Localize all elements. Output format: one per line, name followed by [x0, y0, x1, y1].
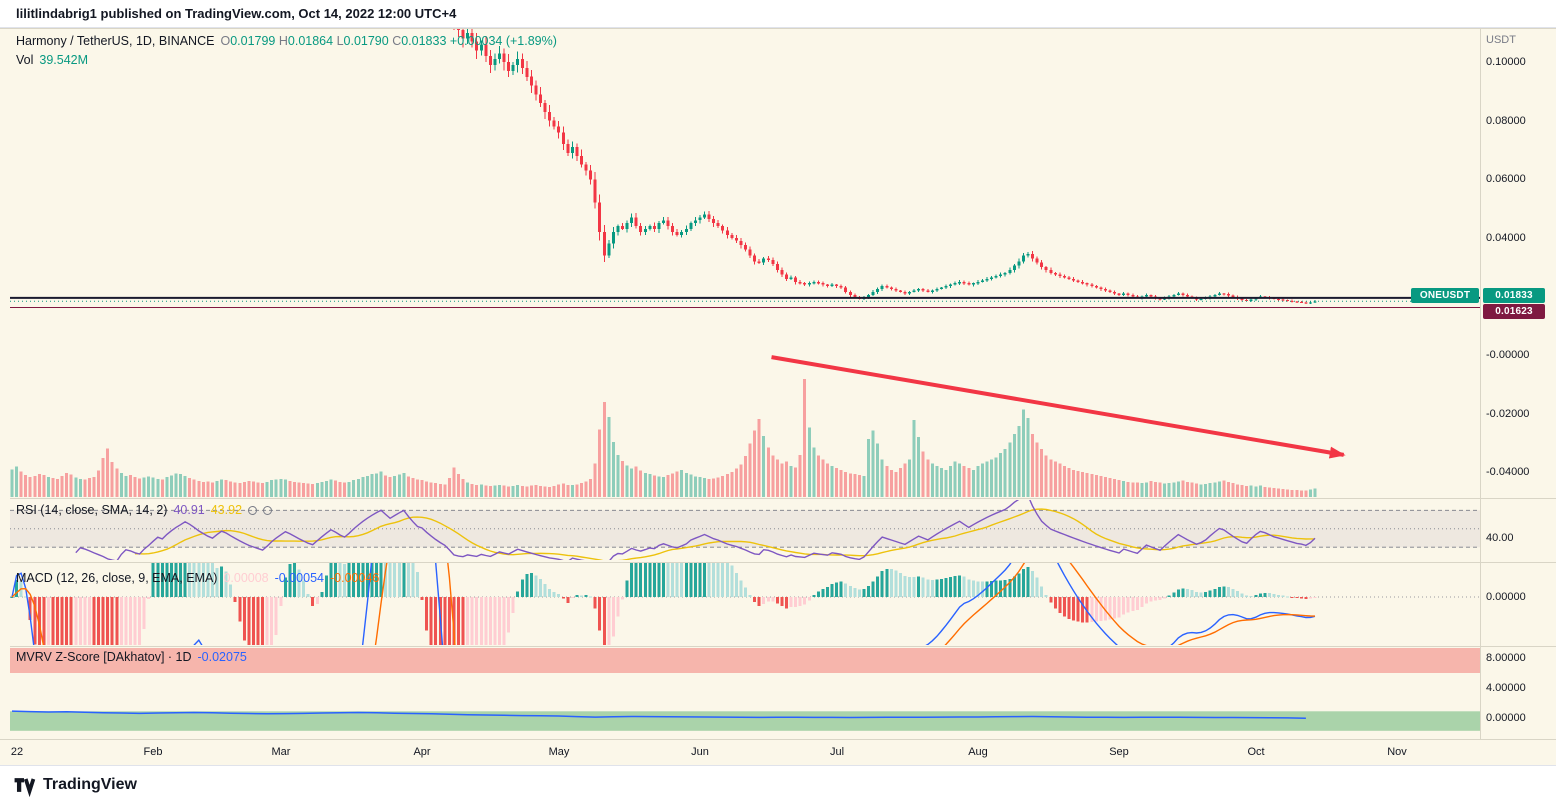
- publish-bar: lilitlindabrig1 published on TradingView…: [0, 0, 1556, 28]
- macd-tick: 0.00000: [1486, 591, 1526, 603]
- rsi-ma-value: 43.92: [210, 503, 243, 517]
- publish-info: lilitlindabrig1 published on TradingView…: [16, 6, 457, 21]
- ohlc-key: O: [220, 34, 231, 48]
- price-tick: 0.10000: [1486, 56, 1526, 68]
- ohlc-value: 0.01790: [343, 34, 393, 48]
- mvrv-tick: 4.00000: [1486, 682, 1526, 694]
- ohlc-values: O0.01799 H0.01864 L0.01790 C0.01833 +0.0…: [220, 34, 556, 48]
- macd-histogram: [10, 563, 1317, 645]
- macd-line-value: -0.00054: [274, 571, 324, 585]
- rsi-plot-dot-icon: [248, 505, 258, 515]
- mvrv-line: [11, 710, 1306, 719]
- macd-signal-value: -0.00046: [330, 571, 380, 585]
- ohlc-value: 0.01864: [287, 34, 337, 48]
- ohlc-value: 0.01799: [230, 34, 279, 48]
- time-label: Nov: [1387, 746, 1407, 758]
- ohlc-key: H: [278, 34, 288, 48]
- mvrv-green-zone: [10, 711, 1480, 731]
- mvrv-tick: 0.00000: [1486, 712, 1526, 724]
- rsi-ma-line: [135, 508, 1315, 560]
- mvrv-value: -0.02075: [197, 650, 247, 664]
- macd-line: [11, 563, 1316, 645]
- macd-title: MACD (12, 26, close, 9, EMA, EMA): [16, 571, 218, 585]
- time-label: 22: [10, 746, 24, 758]
- rsi-tick: 40.00: [1486, 532, 1514, 544]
- rsi-plot-dot-icon: [263, 505, 273, 515]
- symbol-title: Harmony / TetherUS, 1D, BINANCE: [16, 34, 215, 48]
- time-label: Jul: [829, 746, 845, 758]
- macd-pane[interactable]: [10, 357, 1480, 804]
- time-label: Sep: [1109, 746, 1129, 758]
- price-tick: 0.04000: [1486, 232, 1526, 244]
- rsi-value: 40.91: [173, 503, 205, 517]
- macd-hist-value: 0.00008: [223, 571, 269, 585]
- time-label: Oct: [1247, 746, 1265, 758]
- price-axis-currency: USDT: [1486, 34, 1516, 46]
- time-label: Feb: [143, 746, 163, 758]
- time-label: Aug: [968, 746, 988, 758]
- rsi-legend[interactable]: RSI (14, close, SMA, 14, 2) 40.91 43.92: [16, 503, 273, 517]
- time-label: Jun: [691, 746, 709, 758]
- rsi-pane[interactable]: [10, 496, 1480, 568]
- time-label: Apr: [413, 746, 431, 758]
- price-tick: -0.00000: [1486, 349, 1530, 361]
- mvrv-title: MVRV Z-Score [DAkhatov] · 1D: [16, 650, 192, 664]
- macd-signal-line: [11, 563, 1316, 645]
- ohlc-value: 0.01833: [401, 34, 450, 48]
- second-price-label: 0.01623: [1483, 304, 1545, 319]
- symbol-legend[interactable]: Harmony / TetherUS, 1D, BINANCE O0.01799…: [16, 34, 557, 48]
- rsi-line: [75, 500, 1316, 560]
- volume-series: [10, 379, 1317, 497]
- volume-label: Vol: [16, 53, 34, 67]
- macd-legend[interactable]: MACD (12, 26, close, 9, EMA, EMA) 0.0000…: [16, 571, 379, 585]
- price-pane[interactable]: [10, 0, 1480, 497]
- mvrv-tick: 8.00000: [1486, 652, 1526, 664]
- price-tick: 0.08000: [1486, 115, 1526, 127]
- ohlc-key: L: [336, 34, 344, 48]
- ohlc-key: C: [392, 34, 402, 48]
- candle-series: [453, 28, 1317, 305]
- rsi-title: RSI (14, close, SMA, 14, 2): [16, 503, 168, 517]
- tradingview-logo-icon[interactable]: [12, 773, 36, 797]
- volume-legend[interactable]: Vol 39.542M: [16, 53, 88, 67]
- time-label: May: [548, 746, 570, 758]
- mvrv-legend[interactable]: MVRV Z-Score [DAkhatov] · 1D -0.02075: [16, 650, 247, 664]
- mvrv-pane[interactable]: [10, 648, 1480, 731]
- footer-bar: TradingView: [0, 765, 1556, 804]
- price-tick: -0.02000: [1486, 408, 1530, 420]
- ohlc-value: +0.00034 (+1.89%): [449, 34, 557, 48]
- volume-value: 39.542M: [39, 53, 89, 67]
- time-label: Mar: [271, 746, 291, 758]
- mvrv-red-zone: [10, 648, 1480, 673]
- trend-arrow-drawing[interactable]: [771, 355, 1346, 459]
- price-tick: -0.04000: [1486, 466, 1530, 478]
- tradingview-wordmark[interactable]: TradingView: [43, 776, 137, 793]
- price-tick: 0.06000: [1486, 173, 1526, 185]
- symbol-price-label: ONEUSDT: [1411, 288, 1479, 303]
- last-price-label: 0.01833: [1483, 288, 1545, 303]
